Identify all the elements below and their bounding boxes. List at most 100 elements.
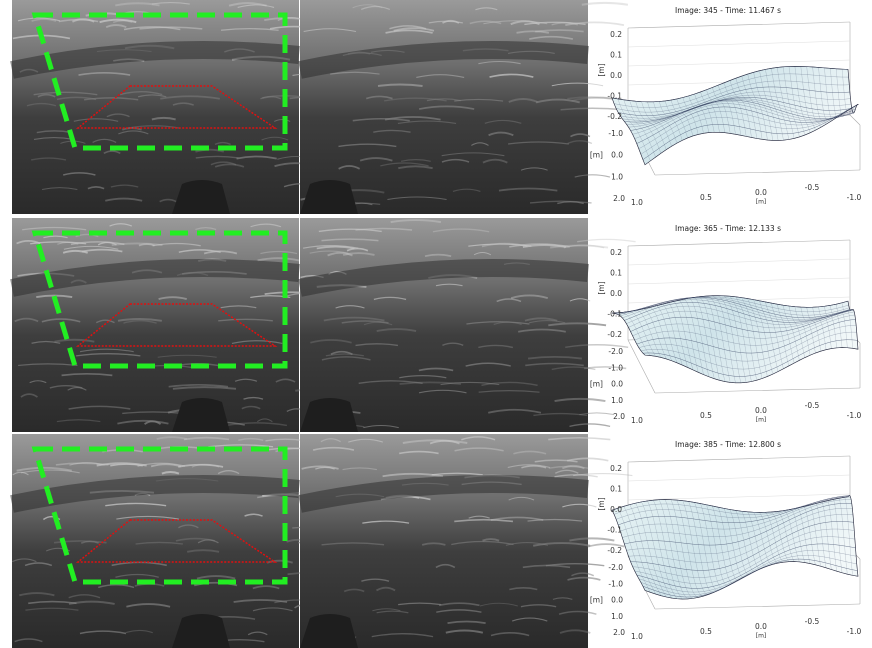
wave xyxy=(376,586,396,592)
wave xyxy=(387,196,447,201)
wave xyxy=(103,150,121,155)
axis-box xyxy=(627,239,851,247)
mesh-line xyxy=(747,74,768,141)
mesh-line xyxy=(616,80,850,113)
wave xyxy=(12,471,29,476)
wave xyxy=(137,94,167,98)
wave xyxy=(241,405,261,410)
wave xyxy=(465,362,511,367)
mesh-line xyxy=(626,305,853,325)
wave xyxy=(330,350,353,355)
wave xyxy=(390,219,442,224)
mesh-line xyxy=(647,101,678,144)
wave xyxy=(445,629,484,634)
wave xyxy=(20,469,80,474)
mesh-line xyxy=(616,296,850,316)
mesh-line xyxy=(765,301,784,369)
wave xyxy=(315,466,335,470)
mesh-line xyxy=(658,101,688,139)
mesh-line xyxy=(618,297,850,318)
wave xyxy=(244,513,263,517)
wave xyxy=(382,472,444,478)
wave xyxy=(19,592,55,597)
mesh-line xyxy=(830,305,843,348)
wave xyxy=(478,60,521,65)
wave xyxy=(400,159,431,162)
mesh-line xyxy=(629,309,662,358)
wave xyxy=(376,328,417,332)
wave xyxy=(384,97,447,102)
roi-box xyxy=(31,446,288,585)
mesh-line xyxy=(629,100,662,154)
wave xyxy=(14,317,39,323)
x-tick-label: -1.0 xyxy=(847,411,862,420)
wave xyxy=(565,21,625,26)
wave xyxy=(150,463,182,468)
axis-box xyxy=(627,455,851,463)
wave xyxy=(579,412,615,416)
grid-line xyxy=(627,277,851,285)
mesh-line xyxy=(638,324,857,362)
mesh-line xyxy=(800,505,816,565)
wave xyxy=(418,367,454,372)
wave xyxy=(217,470,240,475)
wave xyxy=(521,465,547,469)
mesh-line xyxy=(688,95,715,133)
mesh-line xyxy=(632,528,855,578)
wave xyxy=(301,465,339,470)
depth-tick-label: -1.0 xyxy=(608,579,623,588)
wave xyxy=(312,446,355,451)
mesh-line xyxy=(723,295,747,383)
wave xyxy=(125,629,153,634)
right-photo xyxy=(298,0,629,214)
wave xyxy=(61,372,113,377)
wave xyxy=(96,462,147,467)
x-tick-label: 0.5 xyxy=(700,411,712,420)
wave xyxy=(570,133,591,138)
wave xyxy=(118,130,149,135)
wave xyxy=(186,549,220,553)
wave xyxy=(488,408,542,414)
wave xyxy=(316,245,355,250)
mesh-line xyxy=(618,495,850,526)
wave xyxy=(158,296,187,301)
mesh-line xyxy=(634,536,855,584)
wave xyxy=(31,340,61,344)
wave xyxy=(454,518,514,523)
mesh-line xyxy=(735,78,758,139)
mesh-line xyxy=(626,507,853,555)
wave xyxy=(569,423,611,427)
mesh-line xyxy=(782,305,800,361)
z-tick-label: 0.0 xyxy=(610,505,622,514)
wave xyxy=(78,72,131,76)
wave xyxy=(238,437,264,442)
mesh-line xyxy=(676,98,704,134)
wave xyxy=(342,252,375,256)
x-tick-label: -0.5 xyxy=(805,617,820,626)
mesh-line xyxy=(623,311,656,357)
wave xyxy=(303,28,357,33)
wave xyxy=(323,316,385,322)
mesh-line xyxy=(753,512,773,565)
mesh-line xyxy=(835,496,848,575)
mesh-line xyxy=(682,97,710,133)
wave xyxy=(416,74,465,79)
wave xyxy=(478,344,514,349)
wave xyxy=(320,438,341,443)
mesh-line xyxy=(800,307,816,354)
grid-line xyxy=(627,40,851,48)
z-axis-unit: [m] xyxy=(597,63,606,76)
mesh-line xyxy=(753,72,774,141)
wave xyxy=(352,117,410,122)
wave xyxy=(365,95,393,100)
wave xyxy=(551,82,604,87)
wave xyxy=(12,558,37,563)
mesh-line xyxy=(794,306,811,356)
mesh-line xyxy=(841,495,853,576)
mesh-line xyxy=(806,66,821,128)
wave xyxy=(435,283,463,287)
x-tick-label: -0.5 xyxy=(805,183,820,192)
wave xyxy=(475,7,498,11)
water xyxy=(12,0,299,214)
